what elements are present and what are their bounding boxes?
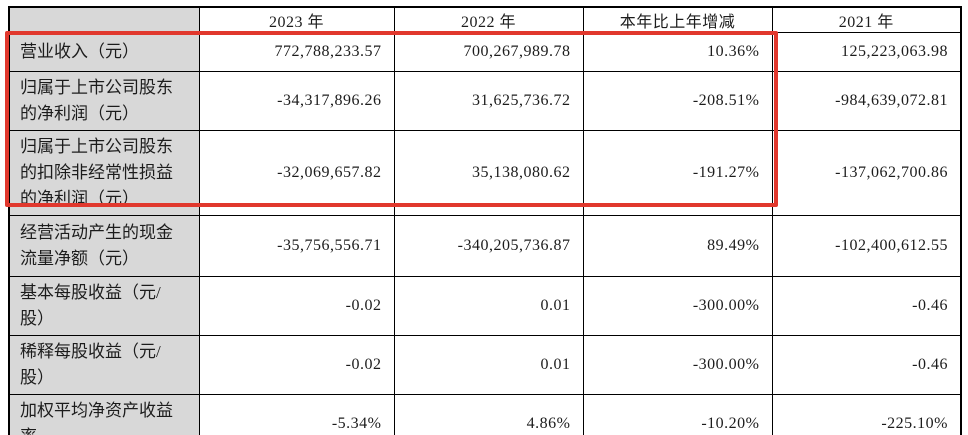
- value-yoy: -191.27%: [582, 130, 773, 216]
- table-row-weighted-avg-roe: 加权平均净资产收益率 -5.34% 4.86% -10.20% -225.10%: [8, 394, 962, 435]
- value-2022: 0.01: [393, 276, 584, 336]
- header-row: 2023 年 2022 年 本年比上年增减 2021 年: [8, 6, 962, 33]
- key-financials-table: 2023 年 2022 年 本年比上年增减 2021 年 营业收入（元） 772…: [8, 6, 962, 435]
- value-yoy: -300.00%: [582, 276, 773, 336]
- table-row-net-profit: 归属于上市公司股东的净利润（元） -34,317,896.26 31,625,7…: [8, 71, 962, 131]
- value-2021: -225.10%: [771, 394, 962, 435]
- row-label: 加权平均净资产收益率: [8, 394, 200, 435]
- value-2023: 772,788,233.57: [198, 32, 395, 72]
- header-2023: 2023 年: [198, 6, 395, 33]
- value-yoy: -10.20%: [582, 394, 773, 435]
- value-2021: -0.46: [771, 276, 962, 336]
- value-2022: 700,267,989.78: [393, 32, 584, 72]
- row-label: 基本每股收益（元/股）: [8, 276, 200, 336]
- row-label: 稀释每股收益（元/股）: [8, 335, 200, 395]
- value-2021: -102,400,612.55: [771, 215, 962, 277]
- value-2021: -0.46: [771, 335, 962, 395]
- table-row-net-profit-deducted: 归属于上市公司股东的扣除非经常性损益的净利润（元） -32,069,657.82…: [8, 130, 962, 216]
- header-yoy-change: 本年比上年增减: [582, 6, 773, 33]
- table-row-basic-eps: 基本每股收益（元/股） -0.02 0.01 -300.00% -0.46: [8, 276, 962, 336]
- row-label: 营业收入（元）: [8, 32, 200, 72]
- row-label: 归属于上市公司股东的扣除非经常性损益的净利润（元）: [8, 130, 200, 216]
- value-2022: -340,205,736.87: [393, 215, 584, 277]
- value-yoy: 10.36%: [582, 32, 773, 72]
- value-2022: 0.01: [393, 335, 584, 395]
- table-row-operating-cash-flow: 经营活动产生的现金流量净额（元） -35,756,556.71 -340,205…: [8, 215, 962, 277]
- header-2022: 2022 年: [393, 6, 584, 33]
- table-row-revenue: 营业收入（元） 772,788,233.57 700,267,989.78 10…: [8, 32, 962, 72]
- key-financials-table-wrap: 2023 年 2022 年 本年比上年增减 2021 年 营业收入（元） 772…: [8, 6, 962, 435]
- header-2021: 2021 年: [771, 6, 962, 33]
- value-yoy: 89.49%: [582, 215, 773, 277]
- row-label: 归属于上市公司股东的净利润（元）: [8, 71, 200, 131]
- row-label: 经营活动产生的现金流量净额（元）: [8, 215, 200, 277]
- value-2023: -5.34%: [198, 394, 395, 435]
- value-yoy: -300.00%: [582, 335, 773, 395]
- value-2021: 125,223,063.98: [771, 32, 962, 72]
- value-2023: -32,069,657.82: [198, 130, 395, 216]
- value-2022: 31,625,736.72: [393, 71, 584, 131]
- value-2021: -137,062,700.86: [771, 130, 962, 216]
- value-yoy: -208.51%: [582, 71, 773, 131]
- value-2021: -984,639,072.81: [771, 71, 962, 131]
- header-corner-cell: [8, 6, 200, 33]
- value-2023: -0.02: [198, 276, 395, 336]
- value-2023: -35,756,556.71: [198, 215, 395, 277]
- table-row-diluted-eps: 稀释每股收益（元/股） -0.02 0.01 -300.00% -0.46: [8, 335, 962, 395]
- value-2023: -34,317,896.26: [198, 71, 395, 131]
- value-2023: -0.02: [198, 335, 395, 395]
- value-2022: 35,138,080.62: [393, 130, 584, 216]
- value-2022: 4.86%: [393, 394, 584, 435]
